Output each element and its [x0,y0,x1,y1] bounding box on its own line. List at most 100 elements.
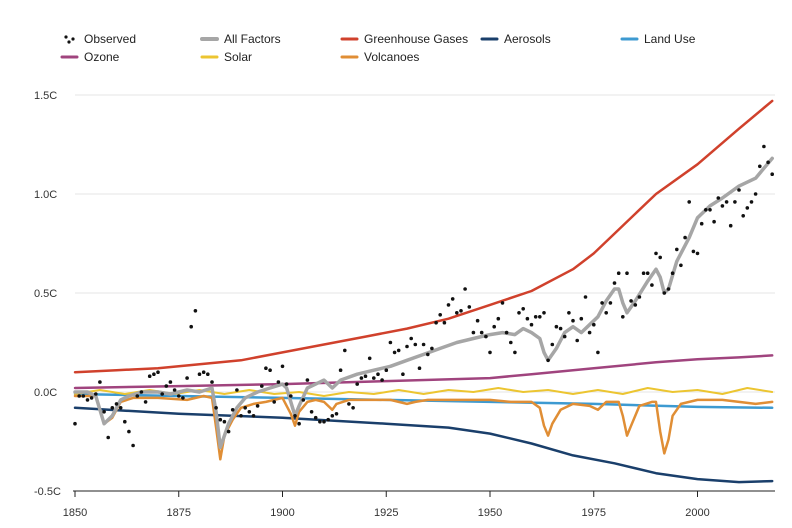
observed-point [338,368,343,373]
x-tick-label: 1900 [270,507,294,519]
series-line-ozone [73,354,774,390]
legend-label: Land Use [644,32,696,46]
observed-point [417,366,422,371]
observed-point [587,330,592,335]
observed-point [509,340,513,345]
observed-point [172,388,177,392]
x-tick-label: 1975 [582,507,606,519]
observed-point [592,322,596,327]
observed-point [156,370,160,375]
observed-point [758,164,762,169]
observed-point [334,412,339,416]
observed-point [251,414,256,418]
observed-point [546,358,550,363]
observed-point [687,200,691,204]
observed-point [571,318,575,323]
legend-swatch-dot [67,40,71,44]
observed-point [650,283,654,287]
observed-point [396,348,401,353]
observed-point [189,324,193,329]
observed-point [484,334,488,339]
observed-point [247,410,252,414]
observed-point [608,301,613,305]
observed-point [85,398,90,402]
observed-point [712,219,716,224]
observed-point [421,342,426,347]
observed-point [139,390,144,394]
observed-point [583,295,588,299]
observed-point [260,384,264,388]
observed-point [521,307,525,311]
observed-point [550,342,555,347]
observed-point [89,396,94,400]
legend-item-all-factors: All Factors [200,32,281,46]
legend-item-observed: Observed [64,32,136,46]
observed-point [691,249,696,254]
observed-point [177,394,181,398]
observed-point [629,299,633,303]
observed-point [562,334,567,339]
observed-point [567,311,571,315]
observed-point [708,208,712,212]
observed-point [114,402,119,406]
observed-point [268,368,272,373]
x-tick-label: 1925 [374,507,398,519]
observed-point [98,380,102,384]
observed-point [538,315,542,319]
legend-item-volcanoes: Volcanoes [340,50,419,64]
observed-point [728,223,733,228]
observed-point [284,382,289,386]
observed-point [301,398,306,402]
legend-label: All Factors [224,32,281,46]
observed-point [367,356,372,361]
observed-point [318,419,322,424]
observed-point [94,392,98,396]
observed-point [695,251,700,256]
observed-point [322,419,326,424]
observed-point [210,380,214,384]
series-line-aerosols [73,406,774,484]
observed-point [704,208,708,212]
observed-point [81,394,86,398]
observed-point [666,287,671,291]
observed-point [392,350,397,355]
observed-point [110,406,115,410]
series-lines [73,99,774,484]
observed-point [762,144,766,149]
observed-point [197,372,202,377]
x-tick-label: 2000 [685,507,709,519]
observed-point [442,320,447,325]
gridlines [75,94,775,393]
observed-point [193,309,198,313]
observed-points [73,144,774,448]
series-line-greenhouse-gases [73,99,774,374]
observed-point [616,271,621,276]
observed-point [222,419,227,424]
observed-point [446,303,451,307]
observed-point [621,315,625,319]
observed-point [305,378,310,382]
observed-point [355,382,360,386]
observed-point [467,305,472,309]
observed-point [359,376,364,380]
legend-swatch-dot [71,37,75,41]
legend-item-ozone: Ozone [60,50,120,64]
y-tick-label: -0.5C [34,486,61,498]
observed-point [633,303,638,307]
observed-point [405,344,409,349]
observed-point [280,364,285,369]
observed-point [168,380,173,384]
observed-point [123,419,127,424]
observed-point [492,324,497,329]
observed-point [670,271,675,276]
legend-label: Greenhouse Gases [364,32,468,46]
observed-point [450,297,455,301]
observed-point [500,301,505,305]
observed-point [741,214,745,218]
observed-point [679,263,683,268]
observed-point [347,402,351,406]
y-tick-label: 1.5C [34,90,57,102]
legend-label: Observed [84,32,136,46]
observed-point [131,443,135,448]
observed-point [384,368,389,373]
